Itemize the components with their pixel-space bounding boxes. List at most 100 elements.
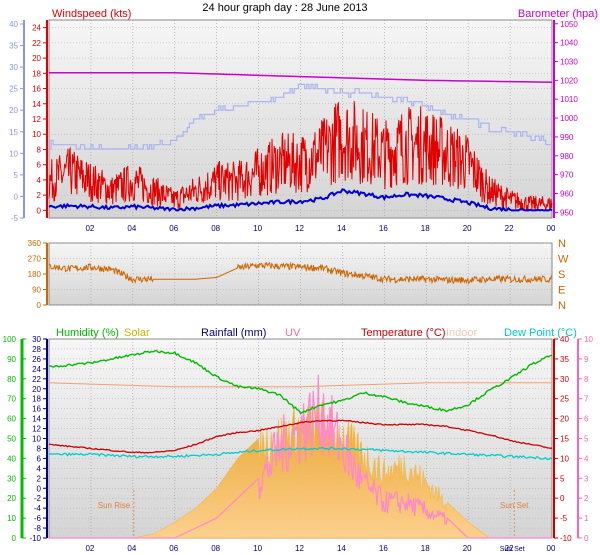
windspeed-label: Windspeed (kts) — [52, 8, 131, 20]
baro-tick-label: 1040 — [560, 39, 578, 48]
rain-tick-label: 14 — [32, 415, 41, 424]
wind-inner-tick-label: 22 — [32, 39, 41, 48]
average-wind-line — [48, 188, 553, 213]
wind-outer-tick-label: -5 — [11, 214, 19, 223]
temp-x-tick-label: 18 — [421, 544, 430, 553]
windspeed-line — [48, 101, 553, 212]
rain-tick-label: 18 — [32, 395, 41, 404]
uv-line — [49, 374, 552, 539]
wind-direction-line — [48, 261, 553, 285]
temp-tick-label: 40 — [560, 335, 569, 344]
uv-tick-label: 4 — [584, 454, 589, 463]
baro-tick-label: 970 — [560, 171, 574, 180]
baro-tick-label: 980 — [560, 152, 574, 161]
rainfall-label: Rainfall (mm) — [201, 327, 266, 339]
temp-x-tick-label: 16 — [379, 544, 388, 553]
humidity-tick-label: 10 — [7, 514, 16, 523]
wind-inner-tick-label: 18 — [32, 69, 41, 78]
wind-x-tick-label: 20 — [463, 224, 472, 233]
wind-x-tick-label: 04 — [127, 224, 136, 233]
baro-tick-label: 1050 — [560, 20, 578, 29]
uv-tick-label: 6 — [584, 415, 589, 424]
rain-tick-label: 12 — [32, 425, 41, 434]
dir-tick-label: 90 — [32, 286, 41, 295]
dir-tick-label: 180 — [28, 270, 42, 279]
humidity-tick-label: 0 — [12, 534, 17, 543]
uv-tick-label: 1 — [584, 514, 589, 523]
wind-x-tick-label: 16 — [379, 224, 388, 233]
uv-label: UV — [285, 327, 301, 339]
wind-inner-tick-label: 4 — [37, 176, 42, 185]
uv-tick-label: 5 — [584, 435, 589, 444]
barometer-label: Barometer (hpa) — [518, 8, 598, 20]
temperature-line — [48, 419, 552, 454]
wind-x-tick-label: 10 — [253, 224, 262, 233]
wind-inner-tick-label: 0 — [37, 206, 42, 215]
rain-tick-label: 0 — [37, 484, 42, 493]
wind-x-tick-label: 14 — [337, 224, 346, 233]
indoor-label: Indoor — [446, 327, 478, 339]
humidity-tick-label: 30 — [7, 474, 16, 483]
sunset-label: Sun Set — [500, 501, 529, 510]
rain-tick-label: 20 — [32, 385, 41, 394]
wind-inner-tick-label: 8 — [37, 145, 42, 154]
uv-tick-label: 9 — [584, 355, 589, 364]
wind-inner-tick-label: 6 — [37, 161, 42, 170]
rain-tick-label: -6 — [34, 514, 42, 523]
temp-tick-label: 25 — [560, 395, 569, 404]
humidity-tick-label: 50 — [7, 435, 16, 444]
uv-tick-label: 3 — [584, 474, 589, 483]
temp-tick-label: -5 — [560, 514, 568, 523]
wind-x-tick-label: 18 — [421, 224, 430, 233]
wind-x-tick-label: 02 — [85, 224, 94, 233]
baro-tick-label: 950 — [560, 208, 574, 217]
temp-x-tick-label: 02 — [85, 544, 94, 553]
temp-x-tick-label: 22 — [505, 544, 514, 553]
temp-x-tick-label: 06 — [169, 544, 178, 553]
page-title: 24 hour graph day : 28 June 2013 — [202, 2, 367, 14]
humidity-tick-label: 80 — [7, 375, 16, 384]
wind-inner-tick-label: 20 — [32, 54, 41, 63]
rain-tick-label: 30 — [32, 335, 41, 344]
rain-tick-label: 2 — [37, 474, 42, 483]
compass-label-e: E — [558, 285, 565, 297]
humidity-line — [49, 349, 553, 415]
wind-inner-tick-label: 12 — [32, 115, 41, 124]
temp-x-tick-label: 14 — [337, 544, 346, 553]
sunrise-label: Sun Rise — [98, 501, 131, 510]
temp-x-tick-label: 00 — [547, 544, 556, 553]
wind-outer-tick-label: 35 — [9, 42, 18, 51]
temp-tick-label: 10 — [560, 454, 569, 463]
humidity-tick-label: 20 — [7, 494, 16, 503]
dir-tick-label: 0 — [37, 301, 42, 310]
wind-inner-tick-label: 10 — [32, 130, 41, 139]
wind-outer-tick-label: 40 — [9, 20, 18, 29]
wind-outer-tick-label: 30 — [9, 63, 18, 72]
rain-tick-label: 26 — [32, 355, 41, 364]
sunset-x-label: Sun Set — [500, 546, 525, 553]
solar-label: Solar — [124, 327, 150, 339]
wind-inner-tick-label: 2 — [37, 191, 42, 200]
temp-tick-label: -10 — [560, 534, 572, 543]
uv-tick-label: 10 — [584, 335, 593, 344]
rain-tick-label: 16 — [32, 405, 41, 414]
temp-x-tick-label: 12 — [295, 544, 304, 553]
uv-tick-label: 8 — [584, 375, 589, 384]
dir-tick-label: 270 — [28, 255, 42, 264]
wind-outer-tick-label: 20 — [9, 106, 18, 115]
rain-tick-label: 10 — [32, 435, 41, 444]
rain-tick-label: -2 — [34, 494, 42, 503]
temp-tick-label: 20 — [560, 415, 569, 424]
baro-tick-label: 990 — [560, 133, 574, 142]
temp-tick-label: 0 — [560, 494, 565, 503]
baro-tick-label: 1010 — [560, 95, 578, 104]
rain-tick-label: -10 — [29, 534, 41, 543]
rain-tick-label: 24 — [32, 365, 41, 374]
dewpoint-line — [48, 446, 553, 461]
wind-x-tick-label: 00 — [547, 224, 556, 233]
uv-tick-label: 2 — [584, 494, 589, 503]
wind-outer-tick-label: 10 — [9, 149, 18, 158]
compass-label-w: W — [558, 254, 569, 266]
wind-inner-tick-label: 14 — [32, 100, 41, 109]
uv-tick-label: 7 — [584, 395, 589, 404]
